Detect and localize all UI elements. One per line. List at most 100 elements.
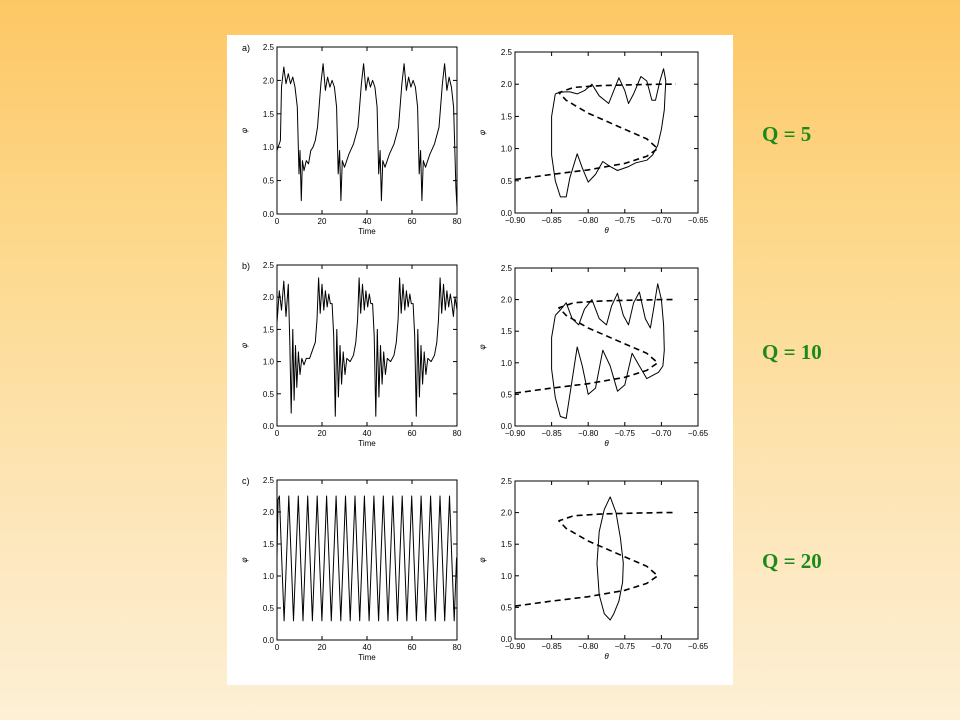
y-tick-label: 1.0: [263, 143, 275, 152]
y-tick-label: 2.0: [501, 296, 513, 305]
y-tick-label: 0.0: [501, 635, 513, 644]
x-tick-label: −0.80: [578, 429, 599, 438]
x-tick-label: 0: [275, 643, 280, 652]
y-tick-label: 1.5: [501, 327, 513, 336]
y-tick-label: 2.0: [263, 508, 275, 517]
x-tick-label: −0.80: [578, 216, 599, 225]
y-axis-label: φ: [240, 557, 249, 562]
y-tick-label: 2.0: [501, 80, 513, 89]
x-tick-label: −0.65: [688, 429, 709, 438]
y-tick-label: 2.0: [501, 509, 513, 518]
x-axis-label: Time: [358, 653, 376, 662]
plot-frame: [514, 480, 699, 640]
x-tick-label: 60: [408, 429, 417, 438]
x-tick-label: 40: [363, 429, 372, 438]
y-tick-label: 1.0: [263, 572, 275, 581]
y-tick-label: 0.0: [263, 636, 275, 645]
x-tick-label: 60: [408, 643, 417, 652]
x-tick-label: 0: [275, 429, 280, 438]
y-tick-label: 0.0: [501, 209, 513, 218]
y-tick-label: 0.0: [501, 422, 513, 431]
y-tick-label: 1.5: [263, 325, 275, 334]
x-tick-label: −0.85: [541, 216, 562, 225]
y-tick-label: 1.5: [263, 540, 275, 549]
chart-panel-6: −0.90 −0.85 −0.80 −0.75 −0.70 −0.65 0.0 0.5 1.0 1…: [478, 477, 709, 661]
y-tick-label: 1.0: [263, 358, 275, 367]
x-tick-label: 20: [318, 429, 327, 438]
trajectory-line: [596, 496, 624, 621]
y-axis-label: φ: [478, 557, 487, 562]
x-tick-label: −0.70: [651, 429, 672, 438]
y-tick-label: 2.5: [263, 476, 275, 485]
x-tick-label: −0.85: [541, 429, 562, 438]
y-tick-label: 2.5: [501, 48, 513, 57]
q20-label: Q = 20: [762, 549, 822, 573]
dashed-curve: [514, 511, 676, 607]
x-axis-label: θ: [604, 439, 609, 448]
y-tick-label: 1.5: [263, 110, 275, 119]
y-tick-label: 1.5: [501, 112, 513, 121]
x-tick-label: −0.85: [541, 642, 562, 651]
y-tick-label: 1.0: [501, 145, 513, 154]
x-axis-label: Time: [358, 439, 376, 448]
x-tick-label: 80: [453, 217, 462, 226]
figure-panel: 0 20 40 60 80 0.0 0.5 1.0 1.5 2.0 2.5 Time φ a) −0.90−…: [227, 35, 733, 685]
trajectory-line: [276, 277, 458, 417]
x-tick-label: −0.70: [651, 642, 672, 651]
x-axis-label: θ: [604, 226, 609, 235]
y-tick-label: 0.5: [263, 177, 275, 186]
y-tick-label: 0.5: [263, 604, 275, 613]
x-axis-label: θ: [604, 652, 609, 661]
y-tick-label: 0.5: [501, 603, 513, 612]
y-tick-label: 0.5: [501, 390, 513, 399]
chart-panel-3: 0 20 40 60 80 0.0 0.5 1.0 1.5 2.0 2.5 Time φ b): [240, 261, 462, 448]
y-axis-label: φ: [240, 128, 249, 133]
x-tick-label: −0.90: [505, 642, 526, 651]
x-tick-label: 40: [363, 217, 372, 226]
y-tick-label: 2.5: [501, 264, 513, 273]
trajectory-line: [276, 63, 458, 208]
y-tick-label: 2.5: [501, 477, 513, 486]
panel-label: a): [242, 43, 250, 53]
x-axis-label: Time: [358, 227, 376, 236]
y-tick-label: 1.0: [501, 359, 513, 368]
y-tick-label: 2.5: [263, 261, 275, 270]
y-tick-label: 0.5: [501, 177, 513, 186]
x-tick-label: 80: [453, 643, 462, 652]
trajectory-line: [276, 495, 458, 622]
y-tick-label: 1.5: [501, 540, 513, 549]
x-tick-label: −0.70: [651, 216, 672, 225]
chart-panel-2: −0.90 −0.85 −0.80 −0.75 −0.70 −0.65 0.0 0.5 1.0 1…: [478, 48, 709, 235]
y-tick-label: 2.0: [263, 76, 275, 85]
y-axis-label: φ: [478, 130, 487, 135]
y-tick-label: 2.5: [263, 43, 275, 52]
x-tick-label: −0.90: [505, 216, 526, 225]
y-axis-label: φ: [240, 343, 249, 348]
x-tick-label: −0.65: [688, 216, 709, 225]
x-tick-label: 40: [363, 643, 372, 652]
y-axis-label: φ: [478, 344, 487, 349]
q10-label: Q = 10: [762, 340, 822, 364]
y-tick-label: 0.0: [263, 210, 275, 219]
x-tick-label: 0: [275, 217, 280, 226]
x-tick-label: −0.75: [615, 429, 636, 438]
trajectory-line: [551, 283, 665, 419]
q5-label: Q = 5: [762, 122, 812, 146]
chart-panel-5: 0 20 40 60 80 0.0 0.5 1.0 1.5 2.0 2.5 Time φ c): [240, 476, 462, 662]
chart-panel-1: 0 20 40 60 80 0.0 0.5 1.0 1.5 2.0 2.5 Time φ a): [240, 43, 462, 236]
panel-label: c): [242, 476, 250, 486]
trajectory-line: [551, 68, 667, 198]
x-tick-label: −0.90: [505, 429, 526, 438]
figure-svg: 0 20 40 60 800.00.51.01.52.02.5Timeφa)−0.90−…: [240, 43, 709, 662]
x-tick-label: 80: [453, 429, 462, 438]
chart-panel-4: −0.90 −0.85 −0.80 −0.75 −0.70 −0.65 0.0 0.5 1.0 1…: [478, 264, 709, 448]
y-tick-label: 2.0: [263, 293, 275, 302]
plot-frame: [276, 264, 458, 427]
dashed-curve: [514, 83, 676, 181]
y-tick-label: 0.0: [263, 422, 275, 431]
y-tick-label: 0.5: [263, 390, 275, 399]
plot-frame: [276, 46, 458, 215]
x-tick-label: 20: [318, 643, 327, 652]
dashed-curve: [514, 298, 676, 394]
plot-frame: [514, 267, 699, 427]
